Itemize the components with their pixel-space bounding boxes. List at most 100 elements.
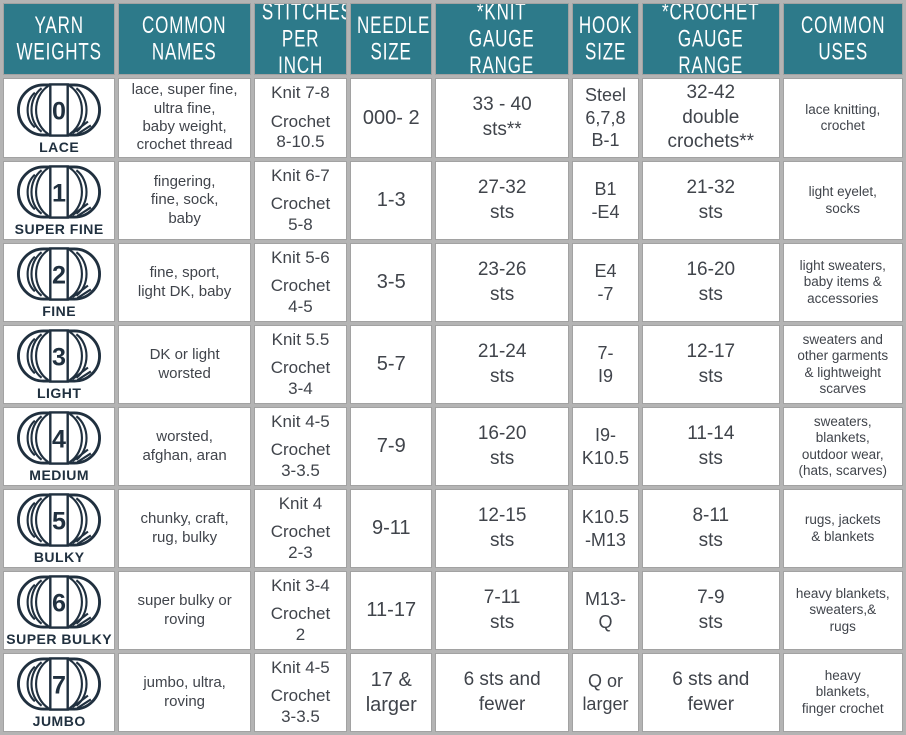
column-header-common-uses: COMMON USES bbox=[782, 3, 903, 75]
header-label: HOOK SIZE bbox=[578, 12, 633, 66]
knit-stitches: Knit 4-5 bbox=[271, 657, 330, 677]
common-uses-cell: lace knitting, crochet bbox=[782, 78, 903, 159]
stitches-per-inch-cell: Knit 5.5 Crochet 3-4 bbox=[253, 325, 348, 405]
common-names-cell: fine, sport, light DK, baby bbox=[118, 243, 251, 323]
header-label: NEEDLE SIZE bbox=[357, 12, 431, 66]
hook-size-cell: Steel 6,7,8 B-1 bbox=[571, 78, 640, 159]
needle-size-cell: 7-9 bbox=[350, 407, 433, 487]
crochet-gauge-cell: 11-14 sts bbox=[642, 407, 780, 487]
yarn-weight-number: 5 bbox=[52, 508, 66, 536]
stitches-per-inch-cell: Knit 3-4 Crochet 2 bbox=[253, 571, 348, 651]
column-header-needle-size: NEEDLE SIZE bbox=[350, 3, 433, 75]
table-row-medium: 4 MEDIUM worsted, afghan, aran Knit 4-5 … bbox=[3, 407, 903, 487]
yarn-weight-number: 1 bbox=[52, 180, 66, 208]
crochet-gauge-cell: 6 sts and fewer bbox=[642, 653, 780, 733]
yarn-weight-cell: 1 SUPER FINE bbox=[3, 161, 116, 241]
hook-size-cell: Q or larger bbox=[571, 653, 640, 733]
table-row-lace: 0 LACE lace, super fine, ultra fine, bab… bbox=[3, 78, 903, 159]
yarn-skein-icon: 0 bbox=[17, 82, 102, 137]
yarn-weight-number: 2 bbox=[52, 262, 66, 290]
stitches-per-inch-cell: Knit 6-7 Crochet 5-8 bbox=[253, 161, 348, 241]
stitches-per-inch-cell: Knit 7-8 Crochet 8-10.5 bbox=[253, 78, 348, 159]
knit-stitches: Knit 4-5 bbox=[271, 411, 330, 431]
header-label: STITCHES PER INCH bbox=[261, 3, 348, 75]
weight-label: SUPER BULKY bbox=[6, 631, 113, 648]
crochet-stitches: Crochet 3-3.5 bbox=[270, 440, 331, 480]
common-uses-cell: light eyelet, socks bbox=[782, 161, 903, 241]
column-header-crochet-gauge-range: *CROCHET GAUGE RANGE bbox=[642, 3, 780, 75]
common-uses-cell: heavy blankets, finger crochet bbox=[782, 653, 903, 733]
yarn-weight-cell: 0 LACE bbox=[3, 78, 116, 159]
yarn-weight-cell: 3 LIGHT bbox=[3, 325, 116, 405]
table-row-bulky: 5 BULKY chunky, craft, rug, bulky Knit 4… bbox=[3, 489, 903, 569]
yarn-weight-number: 3 bbox=[52, 344, 66, 372]
knit-gauge-cell: 33 - 40 sts** bbox=[435, 78, 569, 159]
yarn-weight-cell: 4 MEDIUM bbox=[3, 407, 116, 487]
knit-gauge-cell: 6 sts and fewer bbox=[435, 653, 569, 733]
common-names-cell: lace, super fine, ultra fine, baby weigh… bbox=[118, 78, 251, 159]
yarn-skein-icon: 5 bbox=[17, 493, 102, 547]
yarn-weight-number: 4 bbox=[52, 426, 66, 454]
crochet-stitches: Crochet 2-3 bbox=[270, 522, 331, 562]
knit-gauge-cell: 21-24 sts bbox=[435, 325, 569, 405]
table-row-super-bulky: 6 SUPER BULKY super bulky or roving Knit… bbox=[3, 571, 903, 651]
knit-gauge-cell: 27-32 sts bbox=[435, 161, 569, 241]
header-label: YARN WEIGHTS bbox=[16, 12, 102, 66]
hook-size-cell: E4 -7 bbox=[571, 243, 640, 323]
weight-label: LIGHT bbox=[36, 385, 82, 402]
column-header-yarn-weights: YARN WEIGHTS bbox=[3, 3, 116, 75]
yarn-weight-cell: 5 BULKY bbox=[3, 489, 116, 569]
common-names-cell: worsted, afghan, aran bbox=[118, 407, 251, 487]
crochet-stitches: Crochet 5-8 bbox=[270, 194, 331, 234]
needle-size-cell: 9-11 bbox=[350, 489, 433, 569]
needle-size-cell: 11-17 bbox=[350, 571, 433, 651]
yarn-weight-cell: 2 FINE bbox=[3, 243, 116, 323]
column-header-stitches-per-inch: STITCHES PER INCH bbox=[253, 3, 348, 75]
yarn-weight-cell: 6 SUPER BULKY bbox=[3, 571, 116, 651]
table-row-jumbo: 7 JUMBO jumbo, ultra, roving Knit 4-5 Cr… bbox=[3, 653, 903, 733]
crochet-stitches: Crochet 2 bbox=[270, 604, 331, 644]
weight-label: SUPER FINE bbox=[14, 221, 104, 238]
common-uses-cell: rugs, jackets & blankets bbox=[782, 489, 903, 569]
crochet-stitches: Crochet 4-5 bbox=[270, 276, 331, 316]
crochet-gauge-cell: 32-42 double crochets** bbox=[642, 78, 780, 159]
knit-gauge-cell: 7-11 sts bbox=[435, 571, 569, 651]
column-header-hook-size: HOOK SIZE bbox=[571, 3, 640, 75]
knit-gauge-cell: 12-15 sts bbox=[435, 489, 569, 569]
needle-size-cell: 000- 2 bbox=[350, 78, 433, 159]
yarn-skein-icon: 1 bbox=[17, 165, 102, 219]
weight-label: JUMBO bbox=[32, 713, 86, 730]
header-label: COMMON NAMES bbox=[142, 12, 227, 66]
crochet-gauge-cell: 8-11 sts bbox=[642, 489, 780, 569]
common-uses-cell: heavy blankets, sweaters,& rugs bbox=[782, 571, 903, 651]
table-row-super-fine: 1 SUPER FINE fingering, fine, sock, baby… bbox=[3, 161, 903, 241]
knit-gauge-cell: 23-26 sts bbox=[435, 243, 569, 323]
yarn-skein-icon: 2 bbox=[17, 247, 102, 301]
table-row-light: 3 LIGHT DK or light worsted Knit 5.5 Cro… bbox=[3, 325, 903, 405]
common-uses-cell: sweaters, blankets, outdoor wear, (hats,… bbox=[782, 407, 903, 487]
yarn-weight-cell: 7 JUMBO bbox=[3, 653, 116, 733]
common-uses-cell: sweaters and other garments & lightweigh… bbox=[782, 325, 903, 405]
knit-stitches: Knit 5-6 bbox=[271, 247, 330, 267]
header-row: YARN WEIGHTS COMMON NAMES STITCHES PER I… bbox=[3, 3, 903, 75]
table-row-fine: 2 FINE fine, sport, light DK, baby Knit … bbox=[3, 243, 903, 323]
hook-size-cell: B1 -E4 bbox=[571, 161, 640, 241]
needle-size-cell: 3-5 bbox=[350, 243, 433, 323]
weight-label: FINE bbox=[42, 303, 77, 320]
yarn-skein-icon: 7 bbox=[17, 657, 102, 711]
hook-size-cell: K10.5 -M13 bbox=[571, 489, 640, 569]
common-names-cell: fingering, fine, sock, baby bbox=[118, 161, 251, 241]
needle-size-cell: 17 & larger bbox=[350, 653, 433, 733]
weight-label: BULKY bbox=[33, 549, 85, 566]
hook-size-cell: I9- K10.5 bbox=[571, 407, 640, 487]
weight-label: LACE bbox=[39, 138, 80, 155]
stitches-per-inch-cell: Knit 4-5 Crochet 3-3.5 bbox=[253, 407, 348, 487]
crochet-stitches: Crochet 3-3.5 bbox=[270, 686, 331, 726]
column-header-common-names: COMMON NAMES bbox=[118, 3, 251, 75]
common-names-cell: jumbo, ultra, roving bbox=[118, 653, 251, 733]
stitches-per-inch-cell: Knit 4 Crochet 2-3 bbox=[253, 489, 348, 569]
yarn-skein-icon: 3 bbox=[17, 329, 102, 383]
knit-stitches: Knit 5.5 bbox=[271, 329, 330, 349]
crochet-stitches: Crochet 8-10.5 bbox=[270, 111, 331, 152]
